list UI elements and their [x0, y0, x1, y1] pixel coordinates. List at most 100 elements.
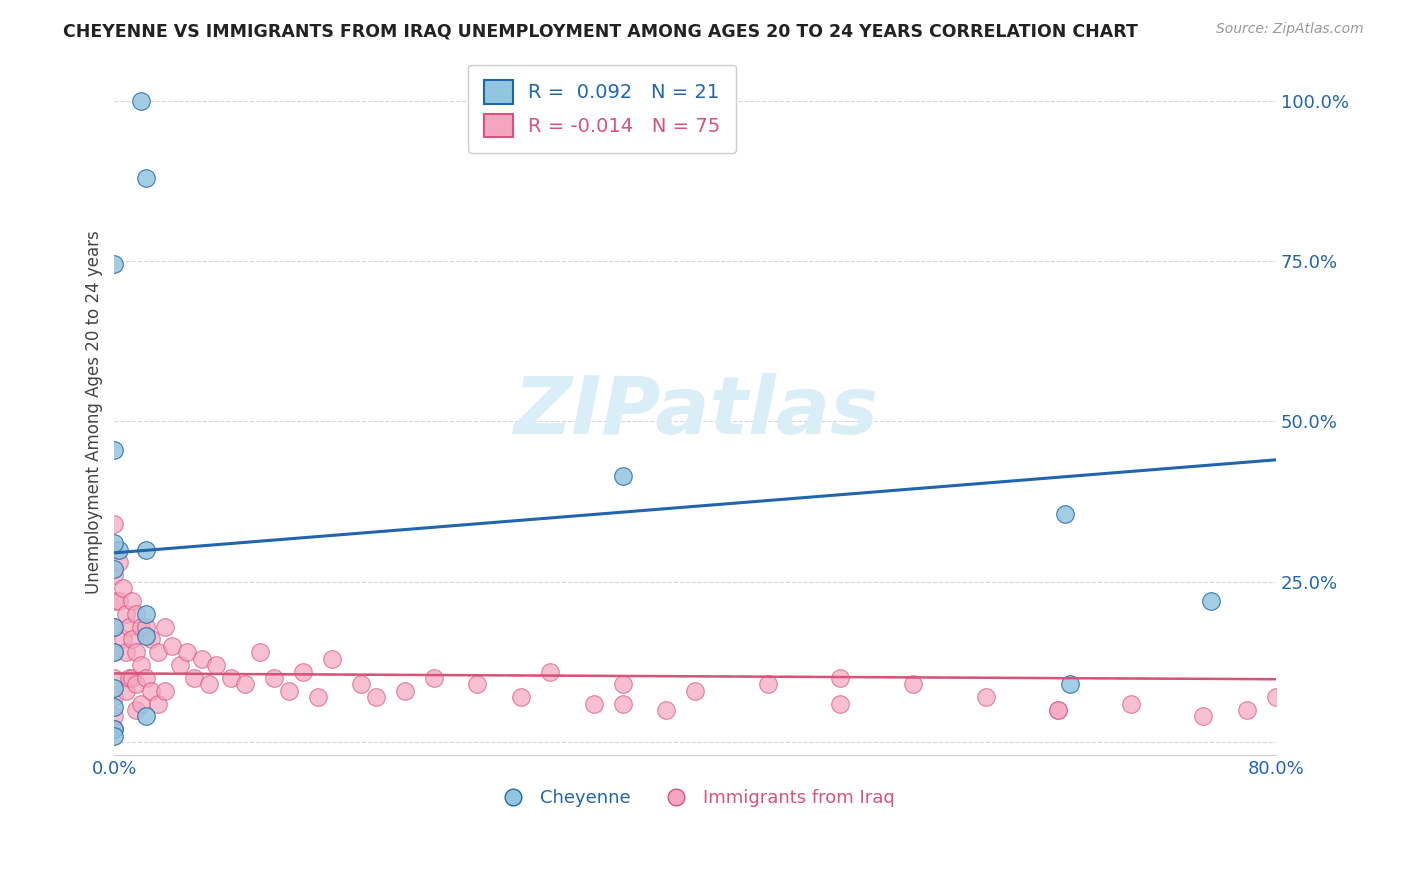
Point — [1119, 697, 1142, 711]
Point — [155, 683, 177, 698]
Point — [135, 170, 157, 185]
Point — [121, 671, 143, 685]
Point — [350, 677, 373, 691]
Point — [197, 677, 219, 691]
Point — [103, 645, 125, 659]
Point — [139, 683, 162, 698]
Point — [103, 536, 125, 550]
Point — [125, 703, 148, 717]
Point — [1054, 508, 1077, 522]
Point — [321, 651, 343, 665]
Text: ZIPatlas: ZIPatlas — [513, 373, 877, 450]
Point — [756, 677, 779, 691]
Point — [121, 594, 143, 608]
Point — [129, 658, 152, 673]
Point — [112, 632, 135, 647]
Point — [612, 677, 634, 691]
Point — [121, 632, 143, 647]
Point — [103, 257, 125, 271]
Point — [118, 671, 141, 685]
Point — [277, 683, 299, 698]
Legend: Cheyenne, Immigrants from Iraq: Cheyenne, Immigrants from Iraq — [488, 782, 903, 814]
Point — [125, 607, 148, 621]
Point — [1047, 703, 1070, 717]
Point — [612, 468, 634, 483]
Point — [146, 697, 169, 711]
Point — [103, 690, 125, 705]
Point — [103, 594, 125, 608]
Point — [364, 690, 387, 705]
Point — [107, 594, 129, 608]
Point — [103, 619, 125, 633]
Point — [103, 645, 125, 659]
Point — [125, 645, 148, 659]
Point — [135, 671, 157, 685]
Point — [107, 542, 129, 557]
Point — [582, 697, 605, 711]
Point — [655, 703, 678, 717]
Point — [1047, 703, 1070, 717]
Point — [103, 562, 125, 576]
Point — [176, 645, 198, 659]
Point — [103, 723, 125, 737]
Point — [1059, 677, 1081, 691]
Text: Source: ZipAtlas.com: Source: ZipAtlas.com — [1216, 22, 1364, 37]
Point — [135, 607, 157, 621]
Point — [155, 619, 177, 633]
Point — [190, 651, 212, 665]
Point — [107, 556, 129, 570]
Point — [219, 671, 242, 685]
Point — [118, 619, 141, 633]
Point — [292, 665, 315, 679]
Point — [103, 516, 125, 531]
Point — [129, 619, 152, 633]
Point — [139, 632, 162, 647]
Point — [146, 645, 169, 659]
Point — [683, 683, 706, 698]
Point — [423, 671, 446, 685]
Point — [129, 697, 152, 711]
Point — [974, 690, 997, 705]
Point — [135, 629, 157, 643]
Point — [112, 581, 135, 595]
Point — [103, 729, 125, 743]
Point — [538, 665, 561, 679]
Point — [135, 709, 157, 723]
Point — [162, 639, 184, 653]
Point — [1192, 709, 1215, 723]
Point — [103, 699, 125, 714]
Point — [249, 645, 271, 659]
Point — [233, 677, 256, 691]
Point — [103, 671, 125, 685]
Point — [394, 683, 416, 698]
Point — [1265, 690, 1288, 705]
Text: CHEYENNE VS IMMIGRANTS FROM IRAQ UNEMPLOYMENT AMONG AGES 20 TO 24 YEARS CORRELAT: CHEYENNE VS IMMIGRANTS FROM IRAQ UNEMPLO… — [63, 22, 1137, 40]
Point — [103, 681, 125, 695]
Point — [169, 658, 191, 673]
Point — [125, 677, 148, 691]
Point — [135, 619, 157, 633]
Point — [510, 690, 533, 705]
Point — [1236, 703, 1258, 717]
Point — [901, 677, 924, 691]
Point — [103, 568, 125, 582]
Point — [103, 709, 125, 723]
Point — [103, 619, 125, 633]
Point — [115, 683, 138, 698]
Point — [263, 671, 285, 685]
Point — [103, 723, 125, 737]
Point — [115, 645, 138, 659]
Point — [103, 542, 125, 557]
Point — [307, 690, 329, 705]
Point — [612, 697, 634, 711]
Point — [830, 671, 852, 685]
Point — [129, 94, 152, 108]
Point — [467, 677, 489, 691]
Point — [205, 658, 228, 673]
Point — [135, 542, 157, 557]
Point — [115, 607, 138, 621]
Point — [1199, 594, 1222, 608]
Point — [830, 697, 852, 711]
Y-axis label: Unemployment Among Ages 20 to 24 years: Unemployment Among Ages 20 to 24 years — [86, 230, 103, 593]
Point — [183, 671, 205, 685]
